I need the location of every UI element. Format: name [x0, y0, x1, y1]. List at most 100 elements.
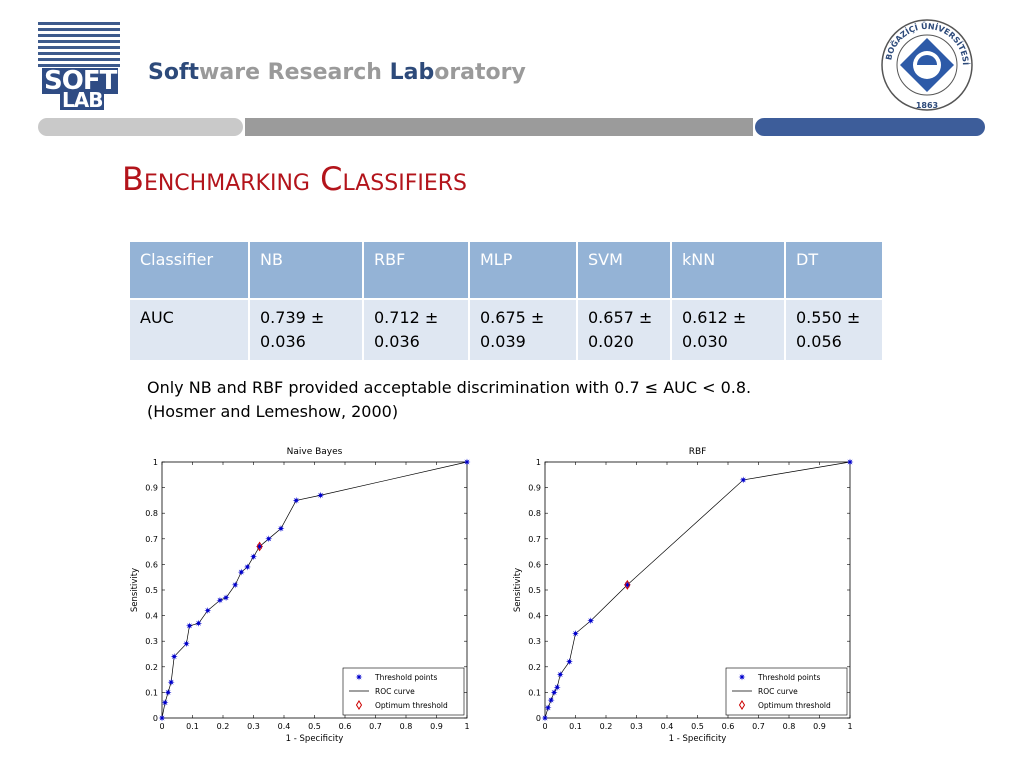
x-tick-label: 0: [542, 722, 547, 731]
table-cell: 0.739 ±0.036: [248, 298, 364, 362]
table-header-cell: RBF: [362, 240, 470, 300]
y-tick-label: 0.8: [528, 509, 541, 518]
threshold-point: [544, 704, 552, 712]
x-tick-label: 0.7: [369, 722, 382, 731]
x-tick-label: 0.2: [600, 722, 613, 731]
threshold-point: [572, 630, 579, 638]
legend-optimum-icon: [738, 700, 746, 710]
threshold-point: [739, 476, 747, 484]
y-tick-label: 0.5: [145, 586, 158, 595]
y-axis-label: Sensitivity: [513, 568, 523, 612]
y-tick-label: 0.3: [145, 637, 158, 646]
table-cell: 0.675 ±0.039: [468, 298, 578, 362]
table-header-cell: DT: [784, 240, 884, 300]
x-tick-label: 1: [847, 722, 852, 731]
legend-threshold-icon: [355, 673, 363, 681]
x-tick-label: 0.1: [186, 722, 199, 731]
y-tick-label: 0.5: [528, 586, 541, 595]
x-tick-label: 0.7: [752, 722, 765, 731]
header-bar-middle: [245, 118, 753, 136]
x-tick-label: 0.8: [400, 722, 413, 731]
threshold-point: [556, 670, 564, 678]
header-bar-left: [38, 118, 243, 136]
x-tick-label: 0.6: [339, 722, 352, 731]
y-tick-label: 0.3: [528, 637, 541, 646]
threshold-point: [250, 553, 257, 561]
y-tick-label: 0.7: [528, 535, 541, 544]
y-tick-label: 0.2: [145, 663, 158, 672]
threshold-point: [265, 535, 273, 543]
threshold-point: [237, 568, 245, 576]
x-tick-label: 1: [464, 722, 469, 731]
seal-year: 1863: [916, 101, 938, 110]
table-cell: 0.612 ±0.030: [670, 298, 786, 362]
threshold-point: [553, 683, 561, 691]
softlab-logo: SOFT LAB: [38, 22, 120, 110]
legend: [725, 667, 848, 716]
threshold-point: [185, 622, 193, 630]
university-seal: BOĞAZİÇİ ÜNİVERSİTESİ 1863: [881, 19, 973, 111]
table-cell: 0.712 ±0.036: [362, 298, 470, 362]
legend-label: ROC curve: [375, 687, 415, 696]
x-tick-label: 0.1: [569, 722, 582, 731]
threshold-point: [222, 594, 230, 602]
roc-chart-naive-bayes: Naive Bayes 00 0.1 0.1 0.2 0.2 0.3 0.3 0.4 0.4 0.5…: [130, 447, 471, 744]
logo-line2: LAB: [60, 88, 105, 112]
y-tick-label: 0.8: [145, 509, 158, 518]
x-tick-label: 0.4: [278, 722, 291, 731]
x-tick-label: 0.9: [813, 722, 826, 731]
y-tick-label: 0.4: [145, 612, 158, 621]
logo-line1: SOFT: [42, 66, 119, 96]
y-tick-label: 0.2: [528, 663, 541, 672]
y-tick-label: 0.7: [145, 535, 158, 544]
threshold-point: [846, 458, 854, 466]
table-header-cell: MLP: [468, 240, 578, 300]
x-tick-label: 0: [159, 722, 164, 731]
optimum-threshold-marker: [256, 541, 263, 552]
y-tick-label: 1: [153, 458, 158, 467]
threshold-point: [587, 617, 595, 625]
header-bar-right: [755, 118, 985, 136]
note-line: (Hosmer and Lemeshow, 2000): [147, 402, 399, 421]
legend-label: Threshold points: [374, 673, 437, 682]
y-tick-label: 0: [153, 714, 158, 723]
y-tick-label: 0: [536, 714, 541, 723]
threshold-point: [195, 619, 203, 627]
table-row-label: AUC: [128, 298, 250, 362]
threshold-point: [216, 596, 224, 604]
x-tick-label: 0.5: [308, 722, 321, 731]
legend-threshold-icon: [738, 673, 746, 681]
table-header-cell: kNN: [670, 240, 786, 300]
threshold-point: [204, 606, 212, 614]
x-tick-label: 0.5: [691, 722, 704, 731]
y-tick-label: 0.9: [528, 484, 541, 493]
lab-title: Software Research Laboratory: [148, 60, 526, 85]
y-tick-label: 0.1: [145, 688, 158, 697]
y-tick-label: 0.4: [528, 612, 541, 621]
x-tick-label: 0.3: [247, 722, 260, 731]
y-tick-label: 0.9: [145, 484, 158, 493]
x-tick-label: 0.8: [783, 722, 796, 731]
lab-title-part: Soft: [148, 60, 200, 85]
lab-title-part: Research: [267, 60, 390, 85]
lab-title-part: oratory: [434, 60, 526, 85]
table-cell: 0.657 ±0.020: [576, 298, 672, 362]
table-header-cell: SVM: [576, 240, 672, 300]
slide-title: Benchmarking Classifiers: [122, 160, 467, 198]
chart-title: Naive Bayes: [287, 447, 343, 457]
threshold-point: [231, 581, 239, 589]
legend-optimum-icon: [355, 700, 363, 710]
x-tick-label: 0.3: [630, 722, 643, 731]
threshold-point: [541, 714, 549, 722]
table-header-row: Classifier NB RBF MLP SVM kNN DT: [128, 240, 884, 300]
y-axis-label: Sensitivity: [130, 568, 140, 612]
x-tick-label: 0.4: [661, 722, 674, 731]
chart-title: RBF: [689, 447, 707, 457]
note-text: Only NB and RBF provided acceptable disc…: [147, 376, 751, 424]
x-axis-label: 1 - Specificity: [669, 734, 727, 744]
x-axis-label: 1 - Specificity: [286, 734, 344, 744]
threshold-point: [317, 491, 325, 499]
threshold-point: [182, 640, 190, 648]
legend-label: Threshold points: [757, 673, 820, 682]
threshold-point: [164, 688, 172, 696]
